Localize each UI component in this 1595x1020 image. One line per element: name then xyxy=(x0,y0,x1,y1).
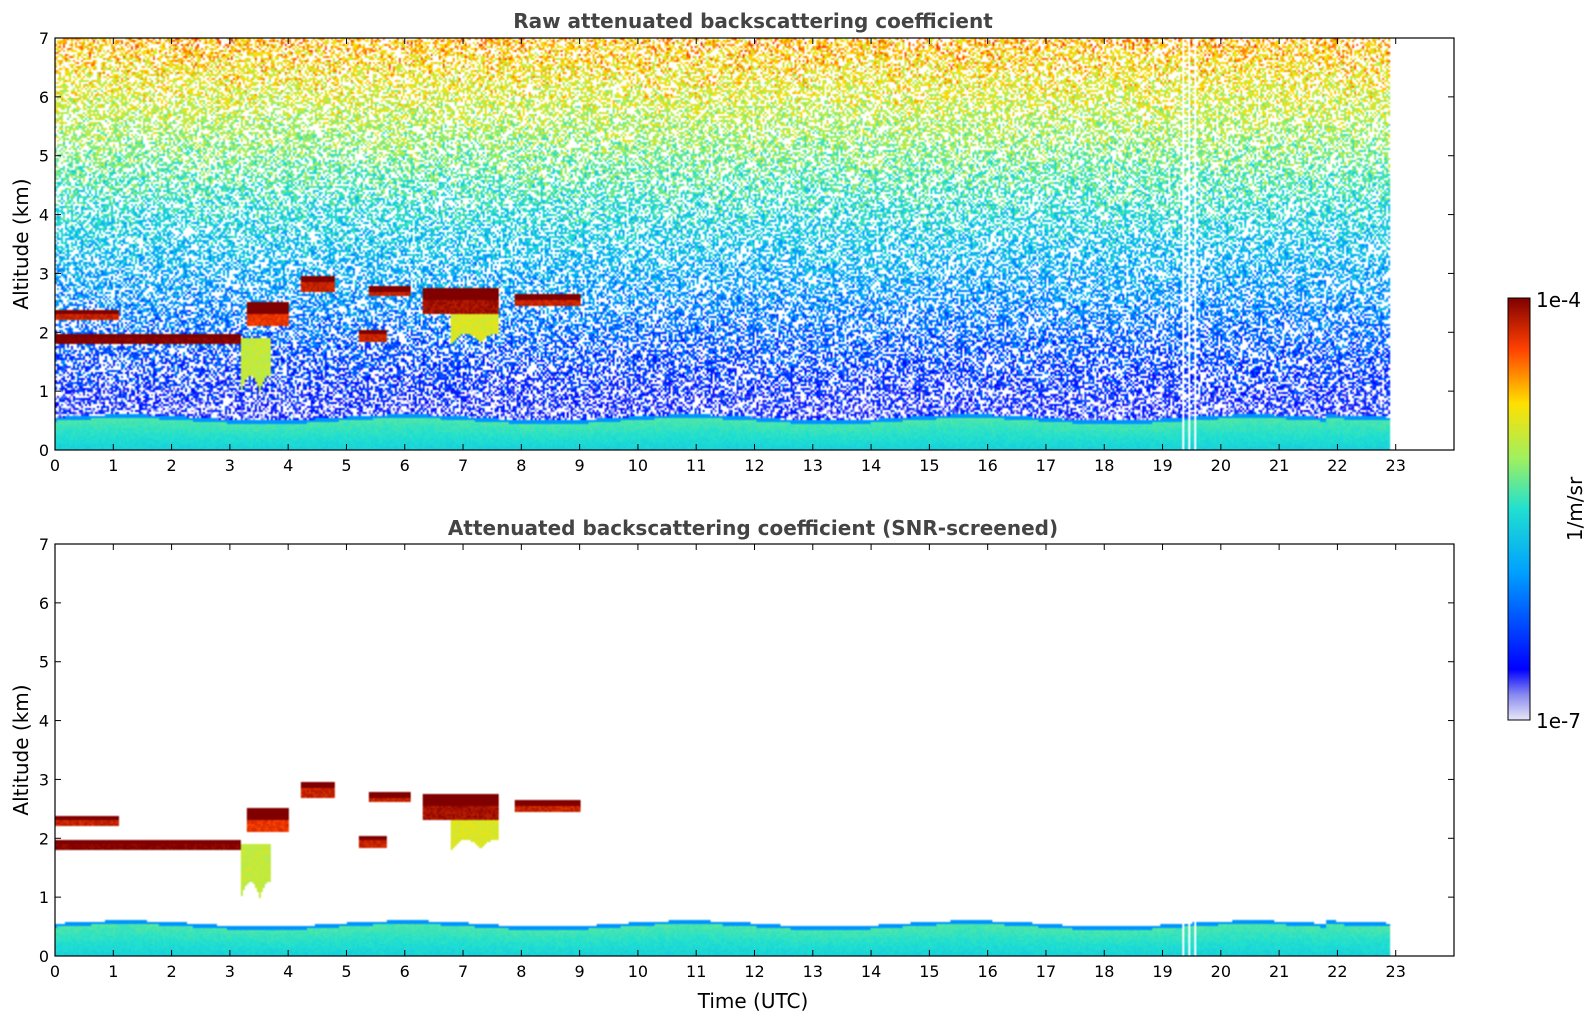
x-tick-label: 17 xyxy=(1036,456,1056,475)
panel-raw-title: Raw attenuated backscattering coefficien… xyxy=(513,9,993,33)
x-tick-label: 0 xyxy=(50,456,60,475)
x-tick-label: 2 xyxy=(166,456,176,475)
y-tick-label: 4 xyxy=(39,206,49,225)
x-tick-label: 14 xyxy=(861,962,881,981)
x-tick-label: 12 xyxy=(744,962,764,981)
x-tick-label: 11 xyxy=(686,456,706,475)
y-tick-label: 5 xyxy=(39,147,49,166)
x-tick-label: 20 xyxy=(1211,456,1231,475)
x-tick-label: 14 xyxy=(861,456,881,475)
panel-screened-xlabel: Time (UTC) xyxy=(697,989,809,1013)
panel-screened-heatmap xyxy=(55,544,1454,956)
x-tick-label: 20 xyxy=(1211,962,1231,981)
x-tick-label: 1 xyxy=(108,962,118,981)
x-tick-label: 0 xyxy=(50,962,60,981)
x-tick-label: 19 xyxy=(1152,456,1172,475)
x-tick-label: 19 xyxy=(1152,962,1172,981)
x-tick-label: 4 xyxy=(283,962,293,981)
x-tick-label: 16 xyxy=(977,456,997,475)
x-tick-label: 3 xyxy=(225,962,235,981)
y-tick-label: 1 xyxy=(39,888,49,907)
panel-raw-ylabel: Altitude (km) xyxy=(9,178,33,309)
x-tick-label: 23 xyxy=(1386,962,1406,981)
colorbar-max-label: 1e-4 xyxy=(1536,288,1581,312)
y-tick-label: 1 xyxy=(39,382,49,401)
x-tick-label: 22 xyxy=(1327,962,1347,981)
colorbar: 1e-4 1e-7 1/m/sr xyxy=(1507,288,1587,733)
y-tick-label: 2 xyxy=(39,829,49,848)
colorbar-gradient xyxy=(1507,297,1531,721)
x-tick-label: 17 xyxy=(1036,962,1056,981)
x-tick-label: 22 xyxy=(1327,456,1347,475)
x-tick-label: 4 xyxy=(283,456,293,475)
x-tick-label: 15 xyxy=(919,962,939,981)
x-tick-label: 21 xyxy=(1269,962,1289,981)
panel-raw: Raw attenuated backscattering coefficien… xyxy=(9,9,1455,475)
x-tick-label: 6 xyxy=(400,962,410,981)
x-tick-label: 2 xyxy=(166,962,176,981)
x-tick-label: 15 xyxy=(919,456,939,475)
panel-raw-heatmap xyxy=(55,38,1454,450)
x-tick-label: 5 xyxy=(341,962,351,981)
x-tick-label: 8 xyxy=(516,456,526,475)
y-tick-label: 7 xyxy=(39,535,49,554)
x-tick-label: 10 xyxy=(628,456,648,475)
x-tick-label: 13 xyxy=(803,456,823,475)
x-tick-label: 21 xyxy=(1269,456,1289,475)
panel-screened-ticks: 0 1 2 3 4 5 6 7 8 9 10 11 12 13 14 15 16 17 18 19 20 21 22 2301… xyxy=(39,535,1454,981)
y-tick-label: 2 xyxy=(39,323,49,342)
x-tick-label: 8 xyxy=(516,962,526,981)
y-tick-label: 6 xyxy=(39,594,49,613)
x-tick-label: 23 xyxy=(1386,456,1406,475)
x-tick-label: 5 xyxy=(341,456,351,475)
x-tick-label: 13 xyxy=(803,962,823,981)
colorbar-min-label: 1e-7 xyxy=(1536,709,1581,733)
panel-screened-ylabel: Altitude (km) xyxy=(9,684,33,815)
x-tick-label: 12 xyxy=(744,456,764,475)
x-tick-label: 11 xyxy=(686,962,706,981)
y-tick-label: 5 xyxy=(39,653,49,672)
y-tick-label: 0 xyxy=(39,947,49,966)
panel-screened-title: Attenuated backscattering coefficient (S… xyxy=(448,516,1058,540)
x-tick-label: 7 xyxy=(458,962,468,981)
x-tick-label: 9 xyxy=(575,456,585,475)
x-tick-label: 10 xyxy=(628,962,648,981)
x-tick-label: 6 xyxy=(400,456,410,475)
x-tick-label: 18 xyxy=(1094,962,1114,981)
x-tick-label: 9 xyxy=(575,962,585,981)
panel-screened-frame xyxy=(54,543,1455,957)
colorbar-unit-label: 1/m/sr xyxy=(1563,476,1587,541)
y-tick-label: 7 xyxy=(39,29,49,48)
x-tick-label: 7 xyxy=(458,456,468,475)
x-tick-label: 1 xyxy=(108,456,118,475)
x-tick-label: 18 xyxy=(1094,456,1114,475)
y-tick-label: 3 xyxy=(39,770,49,789)
y-tick-label: 0 xyxy=(39,441,49,460)
y-tick-label: 4 xyxy=(39,712,49,731)
y-tick-label: 3 xyxy=(39,264,49,283)
x-tick-label: 16 xyxy=(977,962,997,981)
x-tick-label: 3 xyxy=(225,456,235,475)
y-tick-label: 6 xyxy=(39,88,49,107)
panel-raw-ticks: 0 1 2 3 4 5 6 7 8 9 10 11 12 13 14 15 16 17 18 19 20 21 22 2301… xyxy=(39,29,1454,475)
panel-screened: Attenuated backscattering coefficient (S… xyxy=(9,516,1455,1013)
panel-raw-frame xyxy=(54,37,1455,451)
